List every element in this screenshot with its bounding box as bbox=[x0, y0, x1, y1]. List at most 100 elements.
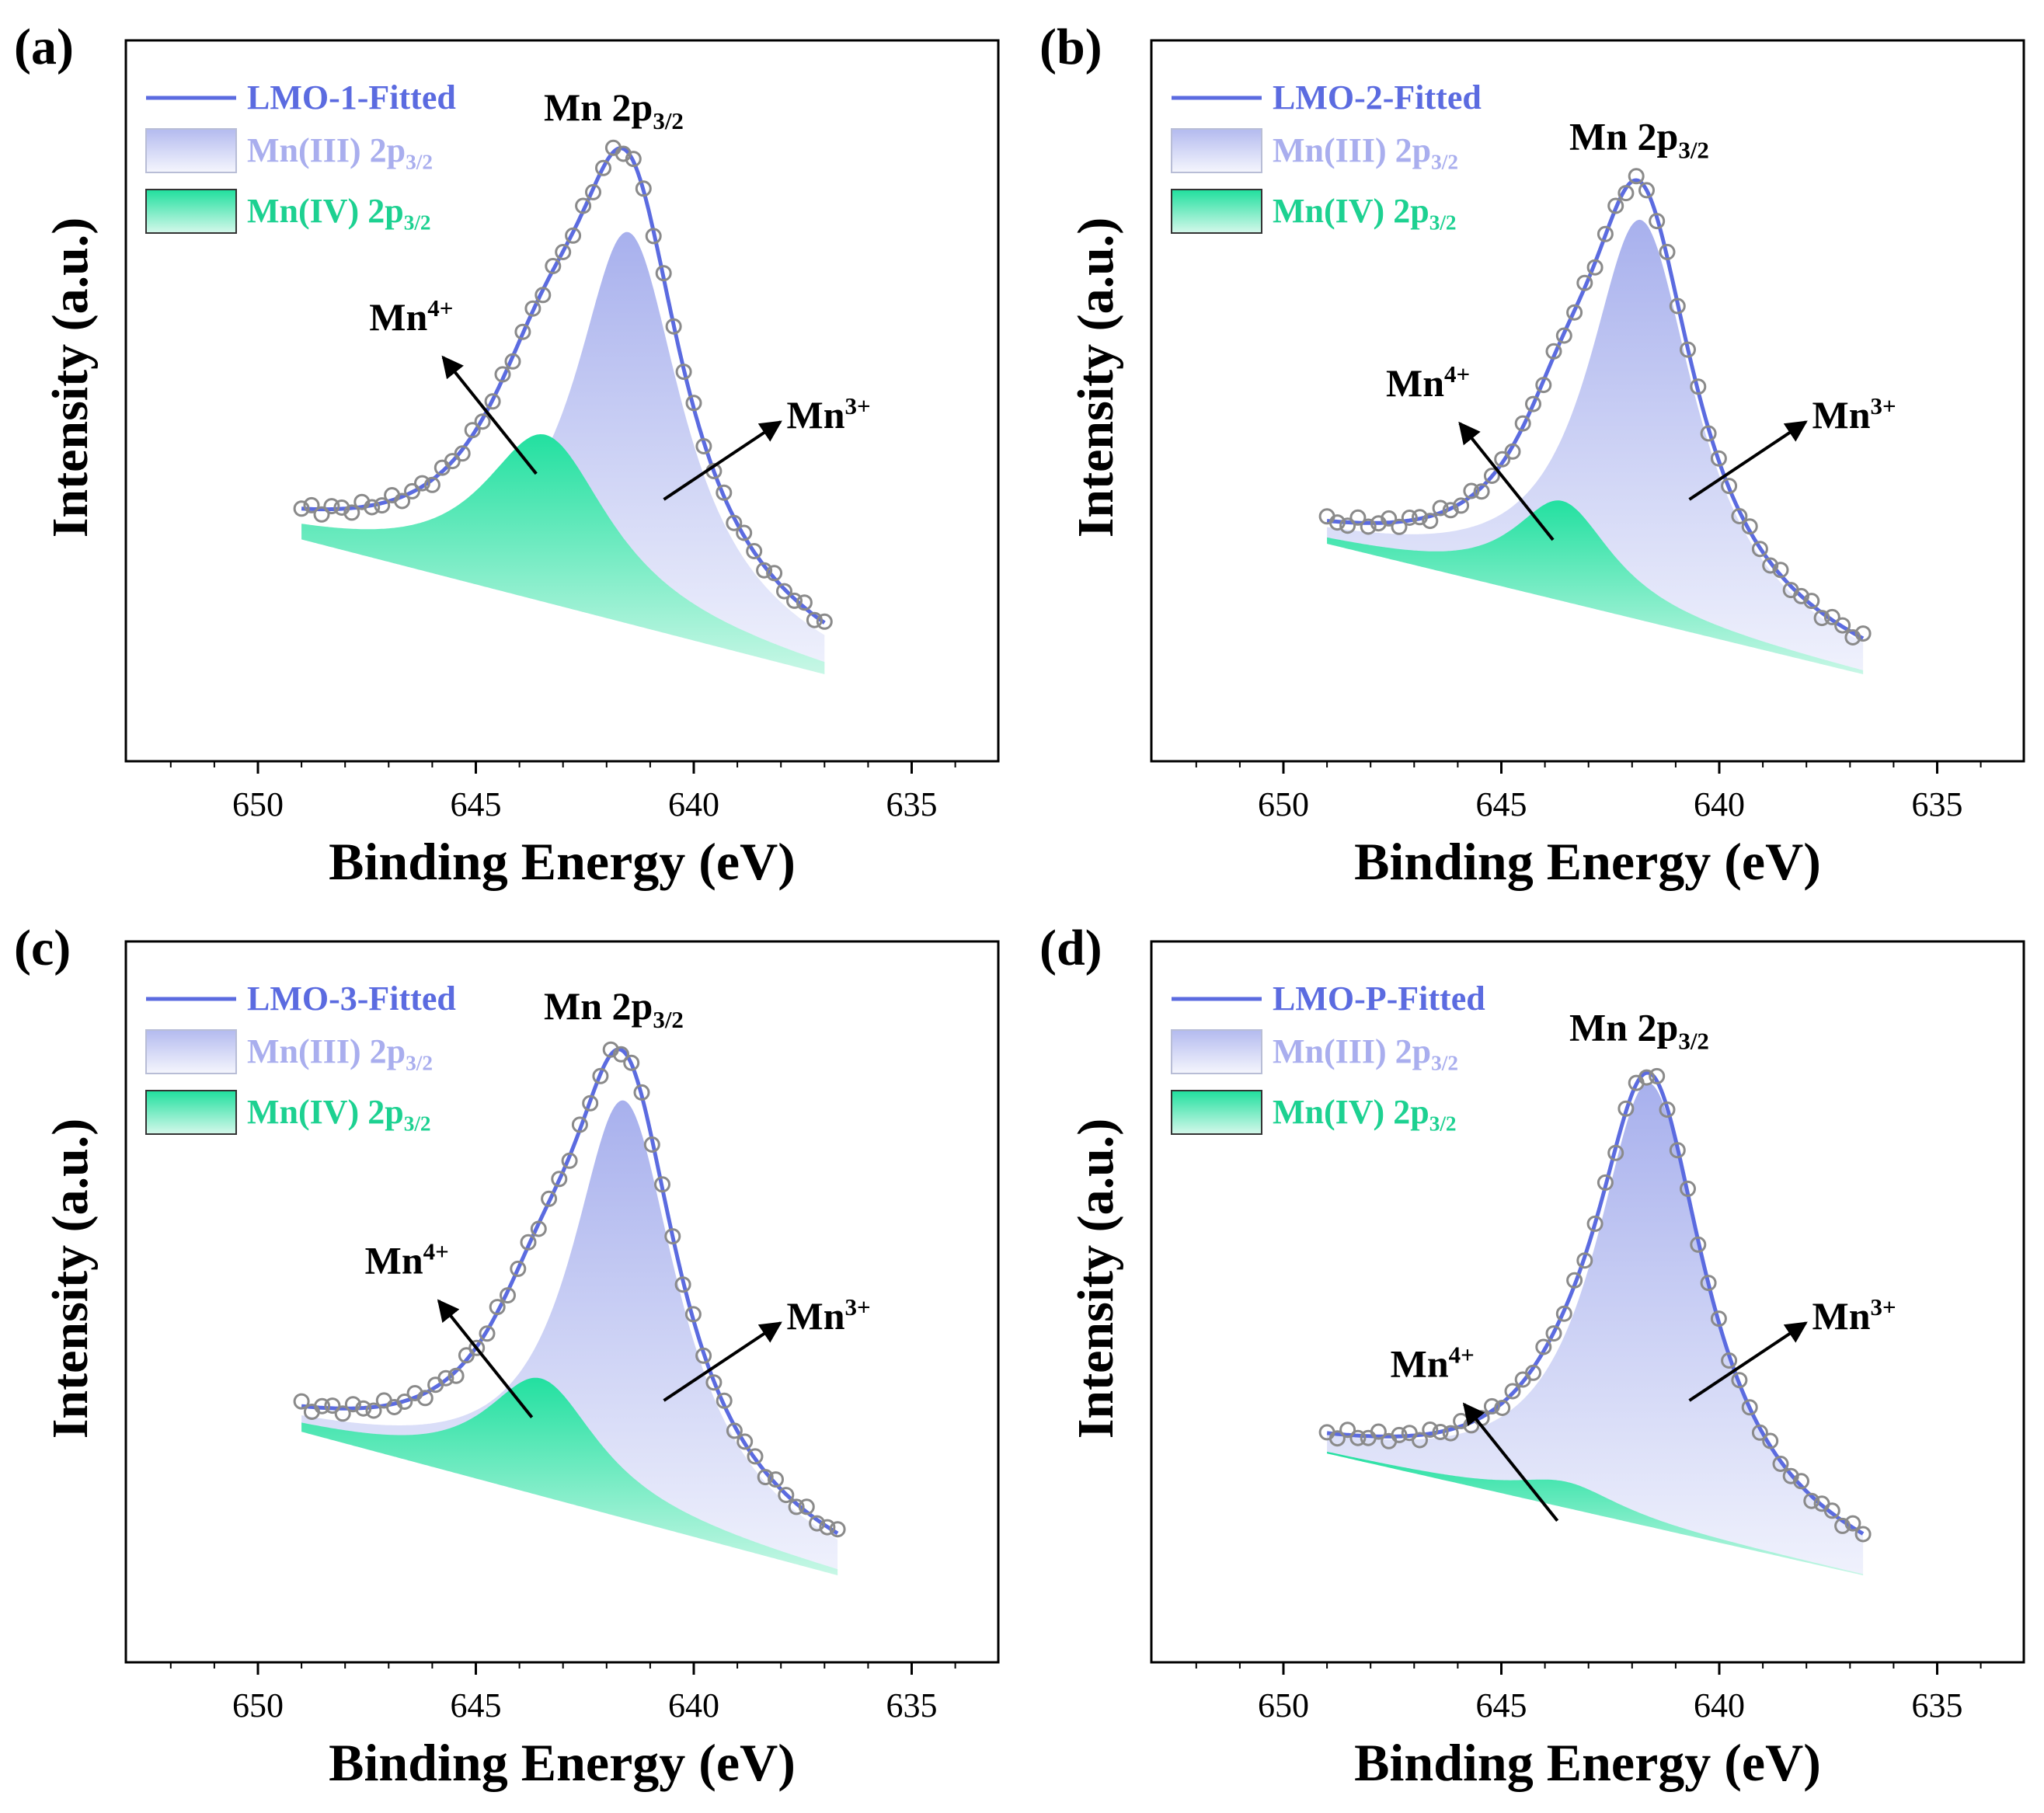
y-axis-title: Intensity (a.u.) bbox=[1067, 1119, 1124, 1439]
legend-mn4-swatch bbox=[1171, 189, 1262, 234]
mn3-arrow bbox=[663, 420, 782, 501]
data-point bbox=[437, 1369, 454, 1387]
data-point bbox=[396, 1394, 413, 1410]
x-tick-label: 650 bbox=[1258, 785, 1309, 823]
legend: LMO-1-Fitted Mn(III) 2p3/2 Mn(IV) 2p3/2 bbox=[145, 78, 456, 235]
panel-label: (d) bbox=[1039, 920, 1102, 976]
data-point bbox=[1442, 1425, 1459, 1442]
mn3-component-area bbox=[1327, 1083, 1864, 1575]
data-point bbox=[1586, 259, 1604, 276]
mn4-component-area bbox=[301, 1377, 838, 1575]
data-point bbox=[1751, 1424, 1768, 1441]
data-point bbox=[1680, 341, 1696, 358]
data-point bbox=[816, 613, 833, 630]
x-tick-label: 635 bbox=[886, 1686, 938, 1724]
mn4-arrow bbox=[437, 1299, 534, 1418]
data-point bbox=[1803, 593, 1820, 610]
data-point bbox=[364, 499, 381, 516]
data-point bbox=[705, 1374, 723, 1391]
legend-mn3-label: Mn(III) 2p3/2 bbox=[247, 1032, 433, 1075]
data-point bbox=[1566, 304, 1583, 321]
data-point bbox=[582, 1094, 599, 1112]
x-axis-title: Binding Energy (eV) bbox=[329, 1733, 796, 1792]
legend-mn3-swatch bbox=[145, 128, 237, 173]
x-tick-label: 645 bbox=[1476, 785, 1527, 823]
data-point bbox=[1391, 518, 1408, 535]
data-point bbox=[655, 265, 672, 282]
data-point bbox=[736, 1433, 754, 1450]
x-tick-label: 650 bbox=[1258, 1686, 1309, 1724]
mn4-component-area bbox=[1327, 500, 1864, 674]
data-point bbox=[1432, 1424, 1449, 1440]
data-point bbox=[1751, 541, 1768, 558]
data-point bbox=[555, 244, 572, 260]
data-point bbox=[464, 422, 481, 439]
data-point bbox=[1339, 1422, 1356, 1439]
data-point bbox=[1710, 450, 1727, 467]
data-point bbox=[776, 583, 792, 600]
data-point bbox=[423, 476, 440, 493]
data-point bbox=[1473, 483, 1490, 500]
data-point bbox=[323, 498, 340, 515]
legend-mn4-label: Mn(IV) 2p3/2 bbox=[1273, 192, 1457, 235]
data-point bbox=[625, 151, 642, 168]
y-axis-title: Intensity (a.u.) bbox=[42, 1119, 99, 1439]
data-point bbox=[1339, 517, 1356, 534]
legend-mn4-label: Mn(IV) 2p3/2 bbox=[1273, 1093, 1457, 1136]
data-point bbox=[1328, 1430, 1346, 1447]
x-tick-label: 635 bbox=[1912, 1686, 1963, 1724]
data-point bbox=[561, 1152, 578, 1169]
data-point bbox=[1638, 1069, 1655, 1086]
data-point bbox=[530, 1220, 547, 1237]
data-point bbox=[468, 1339, 486, 1356]
mn3-arrow bbox=[1688, 1321, 1808, 1402]
mn3-label: Mn3+ bbox=[1812, 1293, 1896, 1338]
data-point bbox=[374, 497, 391, 514]
mn4-arrow bbox=[1458, 421, 1555, 541]
data-point bbox=[674, 1276, 691, 1293]
data-point bbox=[1576, 1252, 1593, 1269]
data-point bbox=[514, 323, 531, 340]
legend: LMO-2-Fitted Mn(III) 2p3/2 Mn(IV) 2p3/2 bbox=[1171, 78, 1482, 235]
data-point bbox=[1504, 1383, 1521, 1400]
data-point bbox=[1576, 274, 1593, 291]
data-point bbox=[416, 1390, 434, 1407]
data-point bbox=[695, 1347, 712, 1364]
data-point bbox=[1762, 557, 1779, 574]
plot-frame bbox=[1150, 940, 2025, 1664]
x-tick-label: 640 bbox=[1694, 785, 1745, 823]
peak-title: Mn 2p3/2 bbox=[544, 984, 684, 1033]
data-point bbox=[1607, 1144, 1624, 1161]
data-point bbox=[716, 484, 733, 501]
data-point bbox=[1545, 1325, 1562, 1342]
data-point bbox=[474, 413, 491, 430]
legend-mn4-label: Mn(IV) 2p3/2 bbox=[247, 1093, 431, 1136]
mn4-arrow bbox=[1462, 1402, 1559, 1522]
data-point bbox=[1721, 1352, 1738, 1369]
x-tick-label: 645 bbox=[1476, 1686, 1527, 1724]
data-point bbox=[635, 180, 652, 197]
mn4-component-area bbox=[301, 434, 825, 674]
mn4-arrow bbox=[441, 355, 538, 475]
data-point bbox=[293, 500, 310, 517]
data-point bbox=[343, 504, 360, 521]
data-point bbox=[1700, 425, 1717, 442]
data-point bbox=[365, 1402, 382, 1419]
data-point bbox=[585, 183, 601, 200]
y-axis-title: Intensity (a.u.) bbox=[42, 217, 99, 538]
data-point bbox=[613, 1046, 629, 1063]
data-point bbox=[643, 1136, 660, 1153]
data-point bbox=[1854, 1526, 1872, 1543]
data-point bbox=[768, 1471, 784, 1488]
data-point bbox=[1772, 562, 1789, 579]
panel-label: (a) bbox=[14, 19, 74, 75]
data-point bbox=[1525, 1364, 1541, 1381]
data-point bbox=[829, 1521, 846, 1538]
plot-frame bbox=[124, 39, 1000, 763]
data-point bbox=[1617, 185, 1635, 202]
x-tick-label: 635 bbox=[1912, 785, 1963, 823]
data-point bbox=[1328, 514, 1346, 531]
data-point bbox=[1535, 377, 1552, 394]
data-point bbox=[1525, 395, 1541, 412]
legend-mn3-swatch bbox=[1171, 128, 1262, 173]
